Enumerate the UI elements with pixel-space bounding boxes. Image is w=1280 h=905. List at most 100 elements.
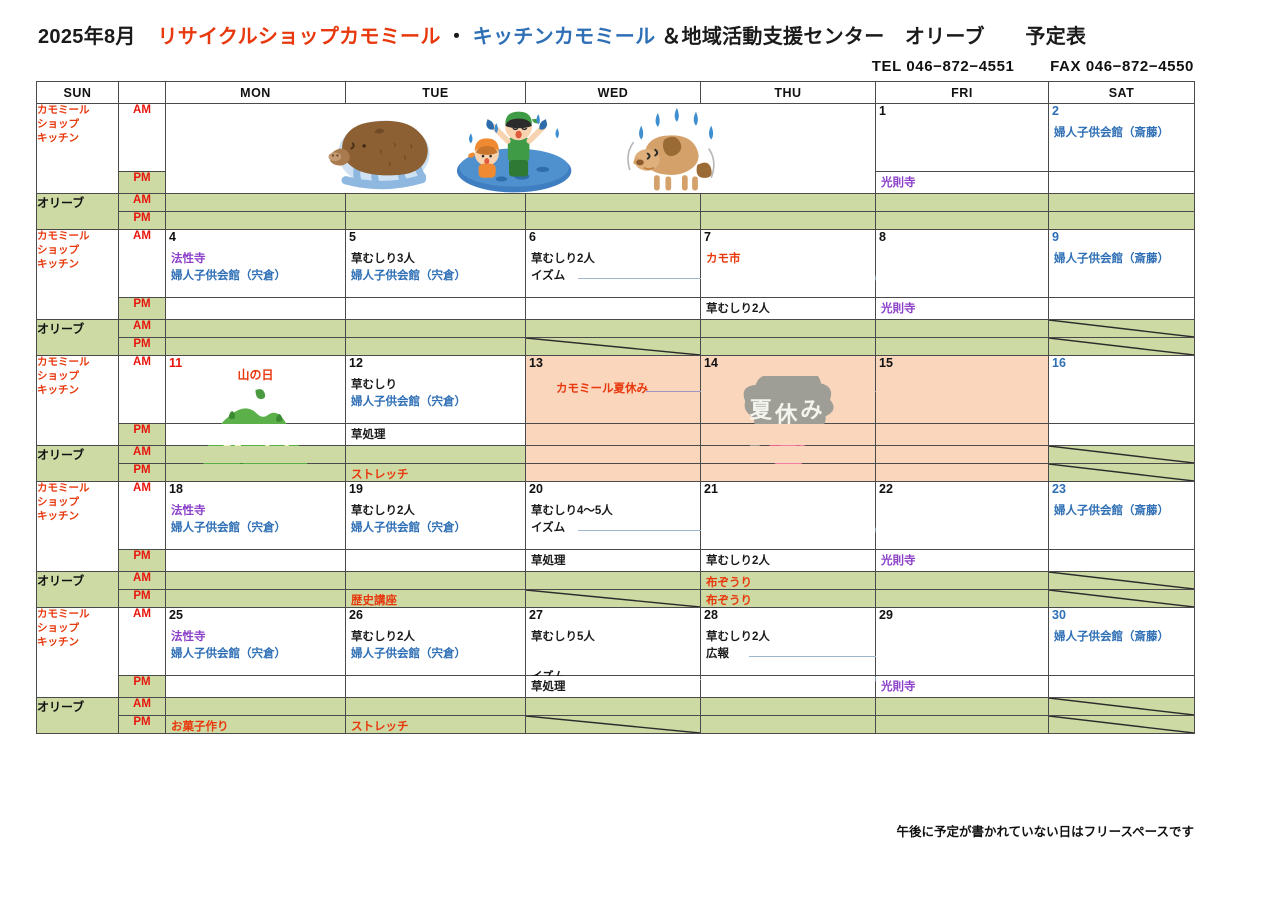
day-5-am-cell[interactable]: 5 草むしり3人 婦人子供会館（宍倉） bbox=[345, 229, 526, 298]
day-8-olive-pm-cell[interactable] bbox=[875, 337, 1049, 356]
day-8-olive-am-cell[interactable] bbox=[875, 319, 1049, 338]
day-25-pm-cell[interactable] bbox=[165, 675, 346, 698]
day-mon-olive-pm-cell[interactable] bbox=[165, 211, 346, 230]
day-14-olive-am-cell[interactable] bbox=[700, 445, 876, 464]
day-1-am-cell[interactable]: 1 bbox=[875, 103, 1049, 172]
day-23-olive-am-cell[interactable] bbox=[1048, 571, 1195, 590]
day-1-olive-am-cell[interactable] bbox=[875, 193, 1049, 212]
day-28-olive-am-cell[interactable] bbox=[700, 697, 876, 716]
day-20-olive-pm-cell[interactable] bbox=[525, 589, 701, 608]
day-22-olive-pm-cell[interactable] bbox=[875, 589, 1049, 608]
day-29-olive-am-cell[interactable] bbox=[875, 697, 1049, 716]
day-5-pm-cell[interactable] bbox=[345, 297, 526, 320]
day-2-olive-pm-cell[interactable] bbox=[1048, 211, 1195, 230]
day-18-olive-pm-cell[interactable] bbox=[165, 589, 346, 608]
day-4-am-cell[interactable]: 4 法性寺 婦人子供会館（宍倉） bbox=[165, 229, 346, 298]
day-20-pm-cell[interactable]: 草処理 bbox=[525, 549, 701, 572]
day-13-olive-pm-cell[interactable] bbox=[525, 463, 701, 482]
day-8-pm-cell[interactable]: 光則寺 bbox=[875, 297, 1049, 320]
day-30-pm-cell[interactable] bbox=[1048, 675, 1195, 698]
day-28-pm-cell[interactable] bbox=[700, 675, 876, 698]
day-18-olive-am-cell[interactable] bbox=[165, 571, 346, 590]
day-2-pm-cell[interactable] bbox=[1048, 171, 1195, 194]
day-6-olive-am-cell[interactable] bbox=[525, 319, 701, 338]
day-15-am-cell[interactable]: 15 bbox=[875, 355, 1049, 424]
day-25-olive-am-cell[interactable] bbox=[165, 697, 346, 716]
day-26-olive-pm-cell[interactable]: ストレッチ bbox=[345, 715, 526, 734]
day-21-olive-am-cell[interactable]: 布ぞうり bbox=[700, 571, 876, 590]
day-29-pm-cell[interactable]: 光則寺 bbox=[875, 675, 1049, 698]
day-6-pm-cell[interactable] bbox=[525, 297, 701, 320]
day-28-olive-pm-cell[interactable] bbox=[700, 715, 876, 734]
day-14-olive-pm-cell[interactable] bbox=[700, 463, 876, 482]
day-27-olive-am-cell[interactable] bbox=[525, 697, 701, 716]
day-26-am-cell[interactable]: 26 草むしり2人 婦人子供会館（宍倉） bbox=[345, 607, 526, 676]
day-27-am-cell[interactable]: 27草むしり5人イズム bbox=[525, 607, 881, 683]
day-tue-olive-am-cell[interactable] bbox=[345, 193, 526, 212]
day-12-olive-am-cell[interactable] bbox=[345, 445, 526, 464]
day-12-pm-cell[interactable]: 草処理 bbox=[345, 423, 526, 446]
day-8-am-cell[interactable]: 8 bbox=[875, 229, 1049, 298]
day-25-am-cell[interactable]: 25 法性寺 婦人子供会館（宍倉） bbox=[165, 607, 346, 676]
day-4-olive-am-cell[interactable] bbox=[165, 319, 346, 338]
day-26-olive-am-cell[interactable] bbox=[345, 697, 526, 716]
day-4-olive-pm-cell[interactable] bbox=[165, 337, 346, 356]
day-wed-olive-am-cell[interactable] bbox=[525, 193, 701, 212]
day-19-olive-pm-cell[interactable]: 歴史講座 bbox=[345, 589, 526, 608]
day-12-olive-pm-cell[interactable]: ストレッチ bbox=[345, 463, 526, 482]
day-14-am-cell[interactable]: 14 夏休み bbox=[700, 355, 876, 468]
day-5-olive-pm-cell[interactable] bbox=[345, 337, 526, 356]
day-7-am-cell[interactable]: 7 カモ市 bbox=[700, 229, 876, 298]
day-15-pm-cell[interactable] bbox=[875, 423, 1049, 446]
day-6-olive-pm-cell[interactable] bbox=[525, 337, 701, 356]
day-5-olive-am-cell[interactable] bbox=[345, 319, 526, 338]
day-7-olive-am-cell[interactable] bbox=[700, 319, 876, 338]
day-4-pm-cell[interactable] bbox=[165, 297, 346, 320]
day-22-pm-cell[interactable]: 光則寺 bbox=[875, 549, 1049, 572]
day-13-pm-cell[interactable] bbox=[525, 423, 701, 446]
day-1-olive-pm-cell[interactable] bbox=[875, 211, 1049, 230]
day-16-olive-pm-cell[interactable] bbox=[1048, 463, 1195, 482]
day-15-olive-am-cell[interactable] bbox=[875, 445, 1049, 464]
day-23-am-cell[interactable]: 23 婦人子供会館（斎藤） bbox=[1048, 481, 1195, 550]
day-11-olive-pm-cell[interactable] bbox=[165, 463, 346, 482]
day-13-am-cell[interactable]: 13 カモミール夏休み bbox=[525, 355, 949, 424]
day-27-olive-pm-cell[interactable] bbox=[525, 715, 701, 734]
day-30-olive-am-cell[interactable] bbox=[1048, 697, 1195, 716]
day-16-am-cell[interactable]: 16 bbox=[1048, 355, 1195, 424]
day-9-am-cell[interactable]: 9 婦人子供会館（斎藤） bbox=[1048, 229, 1195, 298]
day-2-olive-am-cell[interactable] bbox=[1048, 193, 1195, 212]
day-21-am-cell[interactable]: 21 bbox=[700, 481, 876, 550]
day-11-olive-am-cell[interactable] bbox=[165, 445, 346, 464]
day-22-olive-am-cell[interactable] bbox=[875, 571, 1049, 590]
day-tue-olive-pm-cell[interactable] bbox=[345, 211, 526, 230]
day-16-olive-am-cell[interactable] bbox=[1048, 445, 1195, 464]
day-16-pm-cell[interactable] bbox=[1048, 423, 1195, 446]
day-23-olive-pm-cell[interactable] bbox=[1048, 589, 1195, 608]
day-20-olive-am-cell[interactable] bbox=[525, 571, 701, 590]
day-12-am-cell[interactable]: 12 草むしり 婦人子供会館（宍倉） bbox=[345, 355, 526, 424]
day-11-pm-cell[interactable] bbox=[165, 423, 346, 446]
day-23-pm-cell[interactable] bbox=[1048, 549, 1195, 572]
day-18-am-cell[interactable]: 18 法性寺 婦人子供会館（宍倉） bbox=[165, 481, 346, 550]
day-21-olive-pm-cell[interactable]: 布ぞうり bbox=[700, 589, 876, 608]
day-30-olive-pm-cell[interactable] bbox=[1048, 715, 1195, 734]
day-30-am-cell[interactable]: 30 婦人子供会館（斎藤） bbox=[1048, 607, 1195, 676]
day-thu-olive-pm-cell[interactable] bbox=[700, 211, 876, 230]
day-19-olive-am-cell[interactable] bbox=[345, 571, 526, 590]
day-26-pm-cell[interactable] bbox=[345, 675, 526, 698]
day-19-am-cell[interactable]: 19 草むしり2人 婦人子供会館（宍倉） bbox=[345, 481, 526, 550]
day-11-am-cell[interactable]: 11 山の日 bbox=[165, 355, 346, 467]
day-29-olive-pm-cell[interactable] bbox=[875, 715, 1049, 734]
day-1-pm-cell[interactable]: 光則寺 bbox=[875, 171, 1049, 194]
day-mon-olive-am-cell[interactable] bbox=[165, 193, 346, 212]
day-thu-olive-am-cell[interactable] bbox=[700, 193, 876, 212]
day-15-olive-pm-cell[interactable] bbox=[875, 463, 1049, 482]
day-9-olive-pm-cell[interactable] bbox=[1048, 337, 1195, 356]
day-2-am-cell[interactable]: 2 婦人子供会館（斎藤） bbox=[1048, 103, 1195, 172]
day-9-pm-cell[interactable] bbox=[1048, 297, 1195, 320]
day-19-pm-cell[interactable] bbox=[345, 549, 526, 572]
day-7-olive-pm-cell[interactable] bbox=[700, 337, 876, 356]
day-18-pm-cell[interactable] bbox=[165, 549, 346, 572]
day-7-pm-cell[interactable]: 草むしり2人 bbox=[700, 297, 876, 320]
